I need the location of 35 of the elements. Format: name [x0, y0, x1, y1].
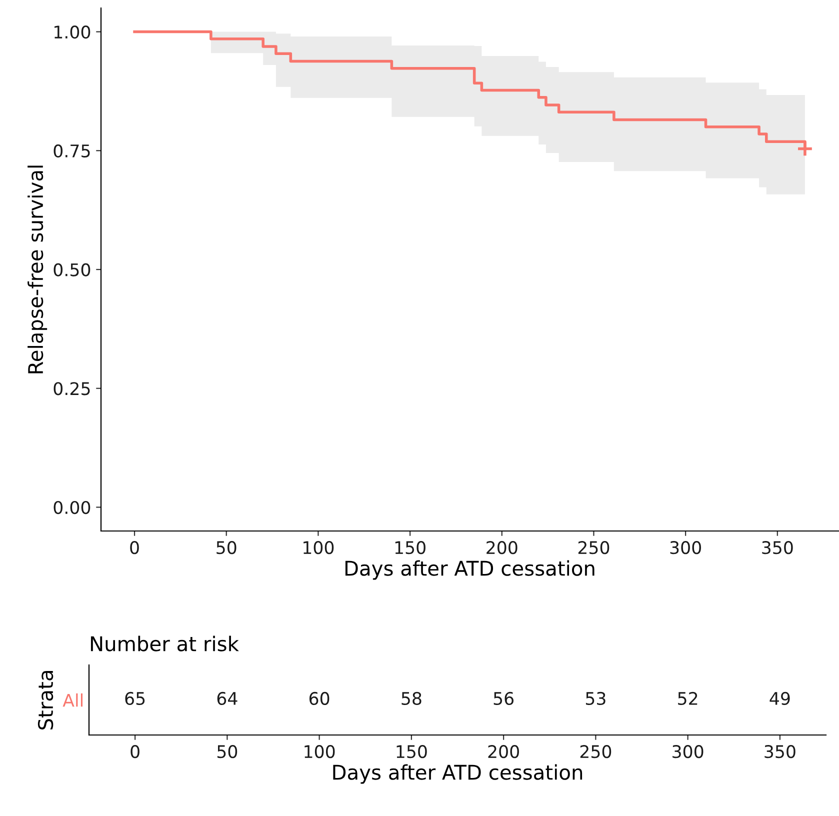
data-label: 56 — [494, 692, 514, 706]
y-tick-label: 0.25 — [54, 382, 90, 396]
y-tick-label: All — [62, 693, 83, 707]
data-label: 65 — [125, 692, 145, 706]
x-tick-label: 300 — [672, 745, 704, 758]
x-tick-label: 100 — [304, 541, 334, 554]
data-label: 49 — [770, 692, 790, 706]
data-label: 52 — [678, 692, 698, 706]
x-tick-label: 250 — [580, 745, 612, 758]
data-label: 53 — [586, 692, 606, 706]
x-tick-label: 200 — [486, 541, 518, 554]
x-tick-label: 300 — [670, 541, 701, 554]
data-label: 58 — [402, 692, 422, 706]
data-label: 60 — [309, 692, 330, 706]
y-tick-label: 1.00 — [54, 25, 90, 39]
chart-title: Number at risk — [90, 636, 239, 652]
x-tick-label: 50 — [217, 745, 238, 758]
y-axis-title: Relapse-free survival — [28, 166, 48, 374]
x-tick-label: 0 — [130, 541, 139, 554]
x-tick-label: 150 — [396, 745, 427, 758]
x-tick-label: 250 — [578, 541, 610, 554]
x-axis-title: Days after ATD cessation — [345, 560, 594, 580]
x-tick-label: 0 — [130, 745, 140, 758]
y-axis-title: Strata — [38, 671, 54, 730]
x-tick-label: 200 — [488, 745, 519, 758]
y-tick-label: 0.50 — [54, 263, 90, 276]
x-tick-label: 350 — [762, 541, 793, 554]
data-label: 64 — [217, 692, 238, 706]
y-tick-label: 0.75 — [54, 144, 90, 158]
x-tick-label: 150 — [395, 541, 426, 554]
y-tick-label: 0.00 — [54, 500, 90, 514]
x-axis-title: Days after ATD cessation — [333, 764, 582, 784]
x-tick-label: 50 — [216, 541, 236, 554]
x-tick-label: 100 — [304, 745, 335, 758]
x-tick-label: 350 — [764, 745, 796, 758]
